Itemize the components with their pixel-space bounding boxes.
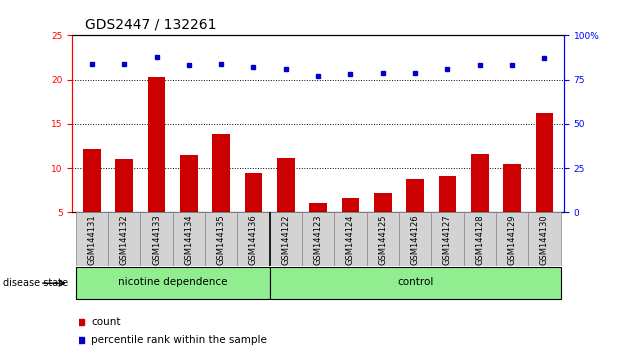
Text: GSM144131: GSM144131 (88, 215, 96, 265)
Text: GSM144123: GSM144123 (314, 215, 323, 265)
Bar (406, 179, 424, 212)
Bar (270, 267, 561, 299)
Bar (83, 149, 101, 212)
Bar (108, 212, 140, 266)
Bar (212, 133, 230, 212)
Text: GSM144122: GSM144122 (282, 215, 290, 265)
Bar (115, 159, 133, 212)
Bar (205, 212, 238, 266)
Bar (173, 212, 205, 266)
Bar (76, 267, 270, 299)
Text: count: count (91, 318, 120, 327)
Bar (471, 154, 489, 212)
Bar (438, 176, 456, 212)
Bar (140, 212, 173, 266)
Bar (374, 193, 392, 212)
Bar (341, 198, 359, 212)
Text: GSM144125: GSM144125 (378, 215, 387, 265)
Text: GSM144134: GSM144134 (185, 215, 193, 265)
Bar (277, 158, 295, 212)
Bar (496, 212, 529, 266)
Text: GSM144128: GSM144128 (475, 215, 484, 265)
Text: GDS2447 / 132261: GDS2447 / 132261 (85, 18, 217, 32)
Text: control: control (397, 278, 433, 287)
Bar (536, 113, 553, 212)
Bar (180, 155, 198, 212)
Text: GSM144130: GSM144130 (540, 215, 549, 265)
Text: GSM144133: GSM144133 (152, 215, 161, 265)
Text: nicotine dependence: nicotine dependence (118, 278, 227, 287)
Bar (503, 164, 521, 212)
Text: disease state: disease state (3, 278, 68, 288)
Text: GSM144126: GSM144126 (411, 215, 420, 265)
Bar (335, 212, 367, 266)
Bar (432, 212, 464, 266)
Bar (309, 202, 327, 212)
Bar (147, 77, 166, 212)
Text: GSM144129: GSM144129 (508, 215, 517, 265)
Text: GSM144136: GSM144136 (249, 215, 258, 265)
Text: GSM144127: GSM144127 (443, 215, 452, 265)
Text: GSM144132: GSM144132 (120, 215, 129, 265)
Text: GSM144124: GSM144124 (346, 215, 355, 265)
Bar (529, 212, 561, 266)
Text: percentile rank within the sample: percentile rank within the sample (91, 335, 266, 344)
Bar (76, 212, 108, 266)
Bar (464, 212, 496, 266)
Bar (367, 212, 399, 266)
Bar (244, 172, 262, 212)
Bar (270, 212, 302, 266)
Bar (302, 212, 335, 266)
Bar (399, 212, 432, 266)
Text: GSM144135: GSM144135 (217, 215, 226, 265)
Bar (238, 212, 270, 266)
